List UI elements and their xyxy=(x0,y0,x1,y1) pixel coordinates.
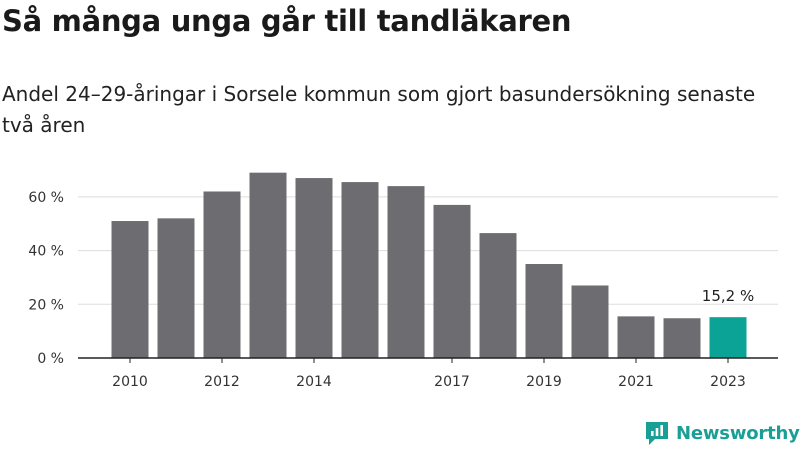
chart-title: Så många unga går till tandläkaren xyxy=(2,4,572,38)
y-tick-label: 60 % xyxy=(28,190,64,206)
x-tick-label: 2014 xyxy=(296,374,332,390)
bar xyxy=(663,318,701,358)
newsworthy-logo-icon xyxy=(646,422,668,445)
x-tick-label: 2021 xyxy=(618,374,654,390)
chart-subtitle: Andel 24–29-åringar i Sorsele kommun som… xyxy=(2,82,756,137)
y-tick-label: 20 % xyxy=(28,297,64,313)
bar xyxy=(157,218,195,358)
y-tick-label: 0 % xyxy=(37,351,64,367)
bar xyxy=(111,221,149,358)
x-tick-label: 2023 xyxy=(710,374,746,390)
bar xyxy=(203,191,241,358)
x-tick-label: 2019 xyxy=(526,374,562,390)
x-tick-label: 2017 xyxy=(434,374,470,390)
bar xyxy=(617,316,655,358)
x-tick-label: 2012 xyxy=(204,374,240,390)
newsworthy-logo-text: Newsworthy xyxy=(676,422,800,444)
y-tick-label: 40 % xyxy=(28,244,64,260)
data-label: 15,2 % xyxy=(702,287,754,305)
bar xyxy=(525,264,563,358)
bar xyxy=(479,233,517,358)
bar xyxy=(571,285,609,358)
newsworthy-logo: Newsworthy xyxy=(644,420,800,446)
bar xyxy=(433,204,471,358)
bar xyxy=(341,182,379,358)
highlight-bar xyxy=(709,317,747,358)
bar xyxy=(387,186,425,358)
bar xyxy=(295,178,333,358)
x-tick-label: 2010 xyxy=(112,374,148,390)
bar xyxy=(249,172,287,358)
